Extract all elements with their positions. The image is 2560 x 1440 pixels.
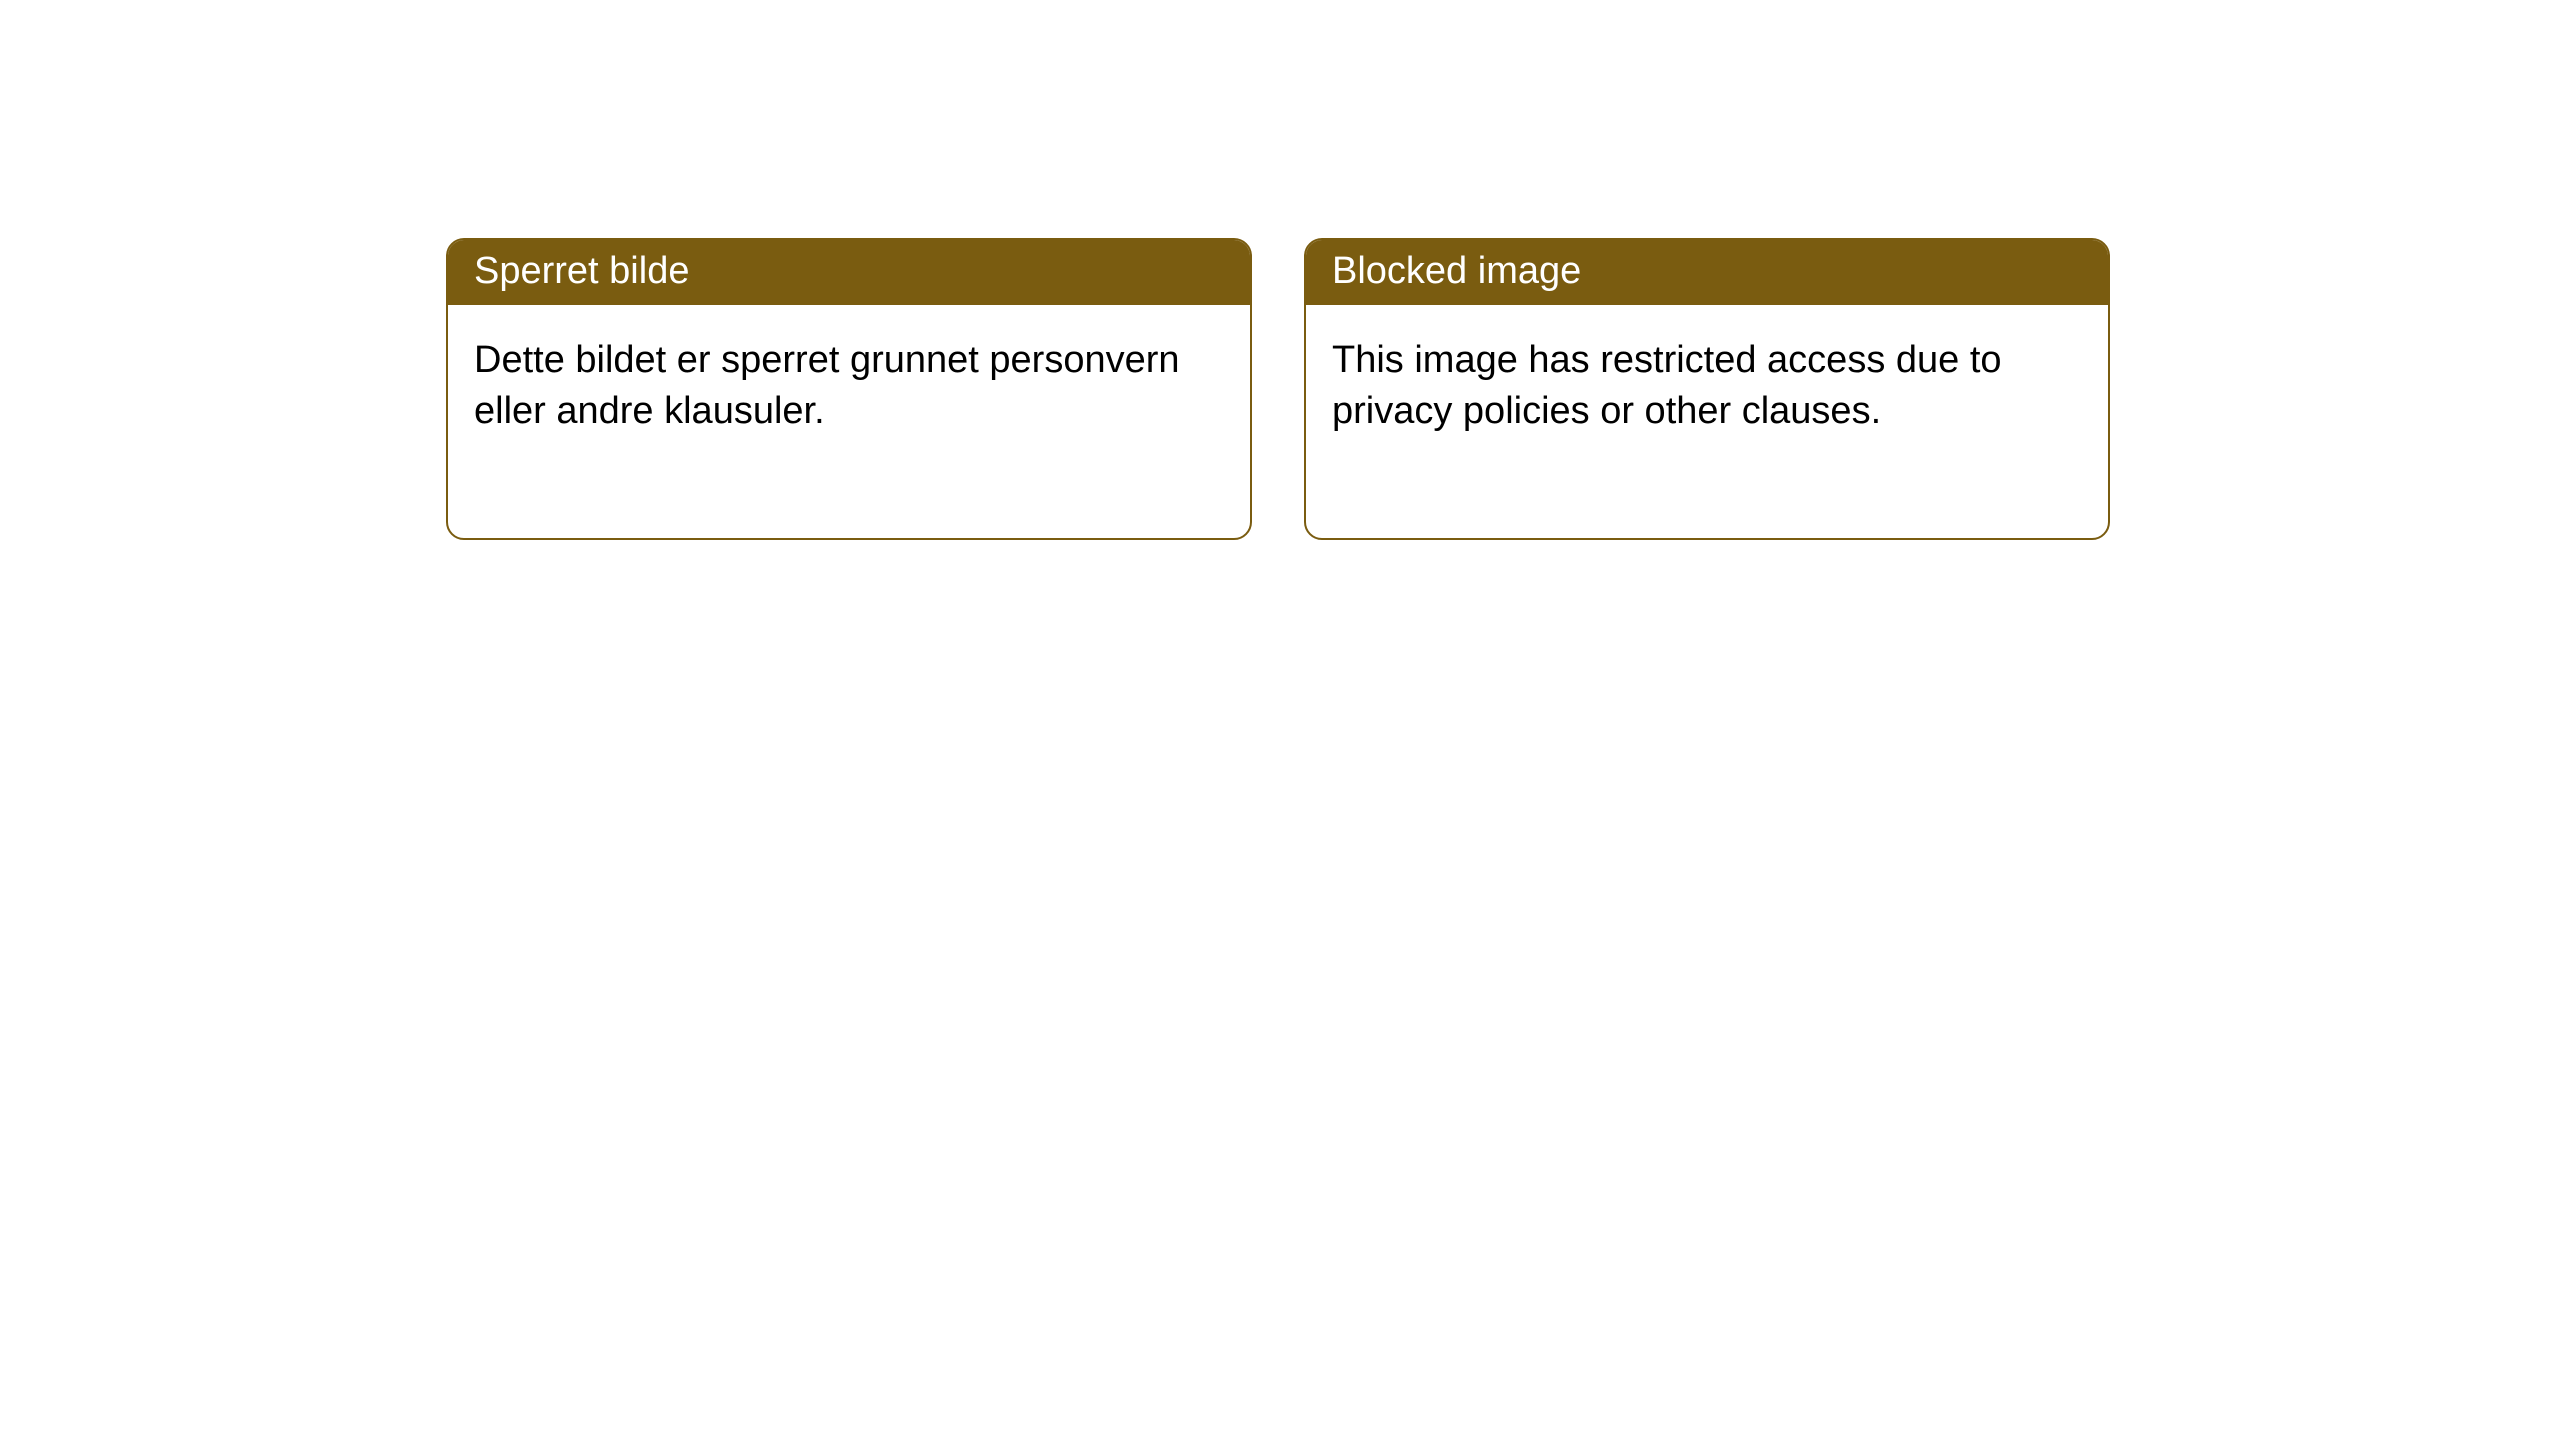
notice-title-norwegian: Sperret bilde xyxy=(448,240,1250,305)
notice-title-english: Blocked image xyxy=(1306,240,2108,305)
notice-card-english: Blocked image This image has restricted … xyxy=(1304,238,2110,540)
notice-body-english: This image has restricted access due to … xyxy=(1306,305,2108,538)
notice-container: Sperret bilde Dette bildet er sperret gr… xyxy=(0,0,2560,540)
notice-body-norwegian: Dette bildet er sperret grunnet personve… xyxy=(448,305,1250,538)
notice-card-norwegian: Sperret bilde Dette bildet er sperret gr… xyxy=(446,238,1252,540)
